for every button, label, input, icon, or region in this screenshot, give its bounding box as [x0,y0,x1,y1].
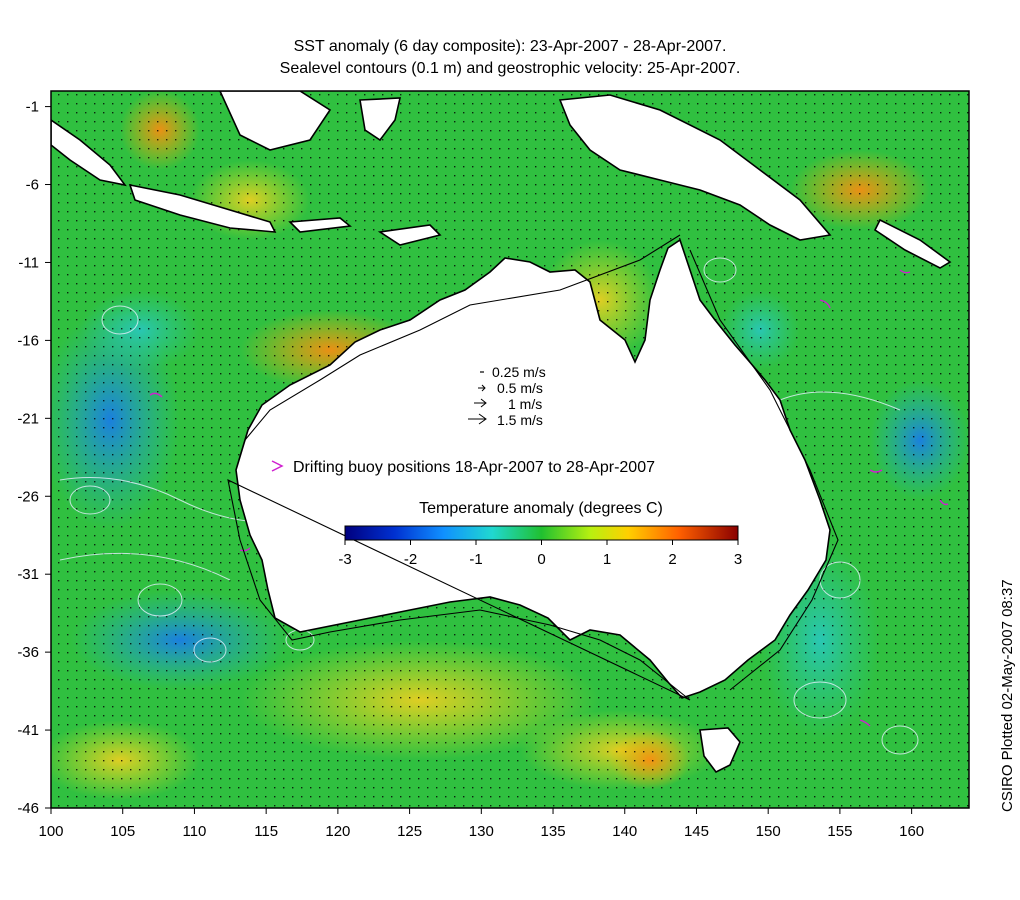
x-tick-label: 120 [325,823,350,840]
x-tick-label: 140 [612,823,637,840]
colorbar-tick-label: 0 [537,551,545,568]
y-tick-label: -1 [26,99,39,116]
lesser-sunda-islands [288,217,352,233]
new-guinea-landmass [558,94,832,241]
x-tick-label: 160 [899,823,924,840]
x-tick-label: 125 [397,823,422,840]
velocity-label-1-5: 1.5 m/s [497,412,543,428]
sulawesi-landmass [359,97,402,142]
velocity-arrow-1-5 [468,413,487,425]
tasmania-landmass [699,727,741,774]
velocity-legend: 0.25 m/s 0.5 m/s 1 m/s 1.5 m/s [468,364,546,428]
buoy-legend-label: Drifting buoy positions 18-Apr-2007 to 2… [293,459,655,476]
sealevel-contours [59,257,919,755]
land [51,91,952,774]
x-tick-label: 155 [827,823,852,840]
colorbar-tick-label: -2 [404,551,417,568]
velocity-label-1: 1 m/s [508,396,542,412]
x-tick-label: 110 [182,823,206,840]
map-frame [50,90,970,809]
timor-landmass [377,224,442,246]
velocity-arrow-0-5 [478,384,486,392]
y-tick-label: -11 [18,254,39,271]
map-title-line-1: SST anomaly (6 day composite): 23-Apr-20… [293,38,727,55]
y-tick-label: -46 [17,800,39,817]
solomon-islands [873,218,952,269]
y-tick-label: -31 [17,566,39,583]
map-title-line-2: Sealevel contours (0.1 m) and geostrophi… [279,60,741,77]
colorbar-tick-label: -1 [469,551,482,568]
colorbar-tick-label: 1 [603,551,611,568]
x-tick-label: 105 [110,823,135,840]
x-tick-label: 135 [541,823,566,840]
sumatra-landmass [51,119,127,187]
colorbar-tick-label: -3 [338,551,351,568]
y-tick-label: -36 [17,644,39,661]
colorbar: Temperature anomaly (degrees C) -3 -2 -1 0 1… [338,500,742,568]
latitude-axis: -1 -6 -11 -16 -21 -26 -31 -36 -41 -46 [17,99,51,817]
colorbar-tick-label: 3 [734,551,742,568]
y-tick-label: -16 [17,332,39,349]
sst-field [51,91,969,808]
credit-text: CSIRO Plotted 02-May-2007 08:37 [999,579,1016,812]
colorbar-gradient [344,525,739,541]
velocity-arrow-1 [474,398,487,408]
shelf-isobath [227,234,839,701]
java-landmass [128,183,277,233]
y-tick-label: -26 [17,488,39,505]
y-tick-label: -6 [26,177,39,194]
x-tick-label: 115 [254,823,278,840]
x-tick-label: 150 [756,823,781,840]
velocity-label-0-5: 0.5 m/s [497,380,543,396]
plot-credit: CSIRO Plotted 02-May-2007 08:37 [999,579,1016,812]
buoy-marker-icon [271,460,284,472]
x-tick-label: 130 [469,823,494,840]
y-tick-label: -21 [17,410,39,427]
buoy-legend: Drifting buoy positions 18-Apr-2007 to 2… [271,459,655,476]
velocity-label-0-25: 0.25 m/s [492,364,546,380]
colorbar-tick-label: 2 [668,551,676,568]
colorbar-ticks: -3 -2 -1 0 1 2 3 [338,540,742,568]
y-tick-label: -41 [17,722,39,739]
longitude-axis: 100 105 110 115 120 125 130 135 140 145 150 155 160 [38,808,924,840]
colorbar-title: Temperature anomaly (degrees C) [419,500,663,517]
x-tick-label: 145 [684,823,709,840]
borneo-landmass [219,91,332,151]
x-tick-label: 100 [38,823,63,840]
